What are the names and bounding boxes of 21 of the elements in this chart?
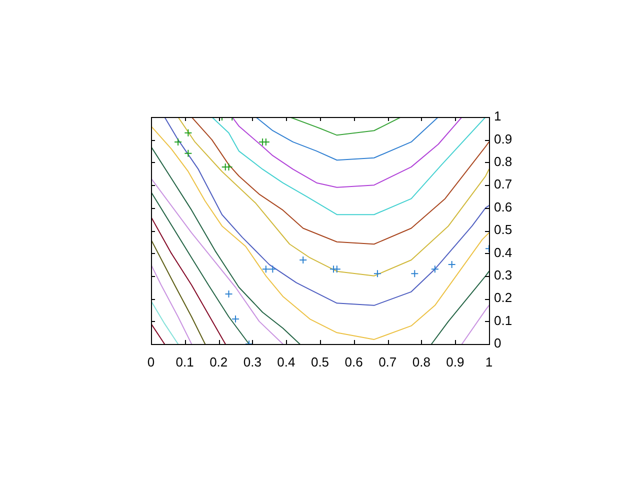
y-tick-label: 0.5: [494, 222, 512, 238]
y-tick-label: 0.4: [494, 244, 512, 260]
x-tick-label: 0.1: [176, 354, 194, 370]
y-tick-label: 0.1: [494, 312, 512, 328]
y-tick-label: 0.7: [494, 176, 512, 192]
x-tick-label: 0.3: [243, 354, 262, 370]
x-tick-label: 0.2: [210, 354, 228, 370]
y-tick-label: 0.2: [494, 290, 512, 306]
x-tick-label: 0.9: [446, 354, 464, 370]
x-tick-label: 0.6: [344, 354, 363, 370]
x-tick-label: 0.7: [378, 354, 397, 370]
y-tick-label: 1: [494, 108, 502, 124]
y-tick-label: 0.8: [494, 154, 512, 169]
x-tick-label: 0.5: [310, 354, 330, 370]
x-tick-label: 0.8: [412, 354, 430, 370]
y-tick-label: 0.9: [494, 131, 512, 146]
y-tick-label: 0.3: [494, 267, 512, 282]
y-tick-label: 0: [494, 336, 502, 351]
x-tick-label: 0.4: [277, 354, 296, 370]
x-tick-label: 0: [147, 354, 155, 370]
y-tick-label: 0.6: [494, 199, 512, 214]
